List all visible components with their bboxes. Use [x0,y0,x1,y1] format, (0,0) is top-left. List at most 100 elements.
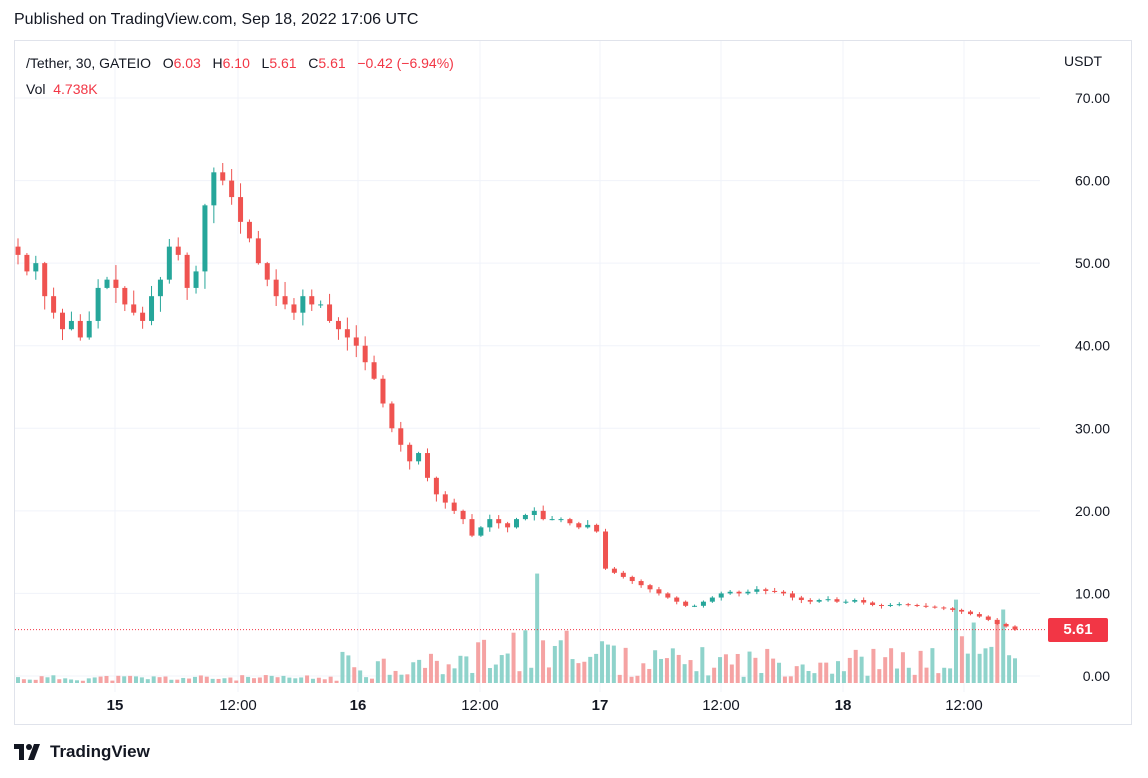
candle-body [166,246,172,280]
candle-body [514,519,519,528]
x-tick-label: 15 [107,697,124,714]
x-tick-label: 12:00 [219,697,257,714]
volume-bar [995,620,1000,683]
volume-bar [971,622,976,683]
volume-bar [511,632,516,683]
volume-bar [859,656,864,683]
candle-body [407,444,413,462]
candlesticks [15,162,1018,631]
volume-bar [895,668,900,683]
volume-bar [771,658,776,683]
volume-bar [558,640,563,683]
candle-body [157,279,163,297]
candle-body [202,205,208,272]
candle-body [692,605,698,607]
volume-value: 4.738K [53,81,98,97]
volume-bar [582,661,587,683]
volume-bar [157,677,162,683]
volume-bar [635,675,640,683]
candle-body [683,601,689,606]
y-tick-label: 0.00 [1083,668,1110,684]
volume-bar [322,679,327,683]
volume-bar [133,676,138,683]
y-tick-label: 20.00 [1075,503,1110,519]
volume-bar [535,573,540,683]
candle-body [42,263,48,297]
volume-bar [800,664,805,683]
candle-body [353,337,359,346]
candle-body [469,519,475,536]
volume-bar [116,675,121,683]
candle-body [416,453,422,462]
legend-change: −0.42 (−6.94%) [357,55,454,71]
volume-bar [33,679,38,683]
candle-body [1003,623,1009,627]
volume-bar [552,645,557,683]
volume-bar [989,646,994,683]
candle-body [620,572,626,577]
volume-bar [74,680,79,683]
candle-body [594,524,600,532]
candle-body [327,304,333,321]
candle-body [843,601,849,603]
candle-body [540,510,546,520]
candle-body [798,597,804,601]
candle-body [531,510,537,515]
candle-body [175,246,181,255]
candle-body [86,320,92,338]
volume-bar [647,668,652,683]
candle-body [763,589,769,591]
candle-body [736,591,742,594]
volume-bar [889,648,894,683]
volume-bar [27,679,32,683]
legend-ohlc: /Tether, 30, GATEIO O6.03 H6.10 L5.61 C5… [26,55,454,71]
candle-body [505,523,511,528]
x-tick-label: 12:00 [945,697,983,714]
volume-bar [529,667,534,683]
candle-body [585,524,591,528]
candle-body [478,527,484,536]
candle-body [976,614,982,617]
candle-body [807,600,813,602]
chart-frame[interactable] [14,40,1132,725]
candle-body [389,403,395,429]
volume-bar [310,678,315,683]
candle-body [905,604,911,606]
candle-body [709,597,715,602]
footer-brand[interactable]: TradingView [14,740,150,764]
volume-bar [482,639,487,683]
y-tick-label: 50.00 [1075,255,1110,271]
volume-bar [417,659,422,683]
legend-low: 5.61 [269,55,297,71]
volume-bar [617,674,622,683]
volume-bar [712,667,717,683]
volume-bar [493,664,498,683]
volume-bar [198,675,203,683]
candle-body [104,279,110,288]
candle-body [522,514,528,520]
volume-bar [670,648,675,683]
volume-bar [782,676,787,683]
volume-bar [364,677,369,683]
volume-bar [930,648,935,683]
footer-brand-text: TradingView [50,742,150,761]
candle-body [246,221,252,239]
x-tick-label: 17 [592,697,609,714]
volume-bar [824,662,829,683]
volume-bar [305,675,310,683]
published-caption: Published on TradingView.com, Sep 18, 20… [14,11,419,28]
legend-volume: Vol 4.738K [26,81,98,97]
candle-body [273,279,279,297]
volume-bar [399,674,404,683]
candle-body [264,263,270,280]
volume-bar [92,677,97,683]
tradingview-logo-icon [14,744,40,760]
candle-body [24,254,30,272]
candle-body [950,608,956,610]
candle-body [638,581,644,586]
volume-bar [216,678,221,683]
volume-bar [877,669,882,683]
volume-bar [765,648,770,683]
legend-high: 6.10 [222,55,250,71]
